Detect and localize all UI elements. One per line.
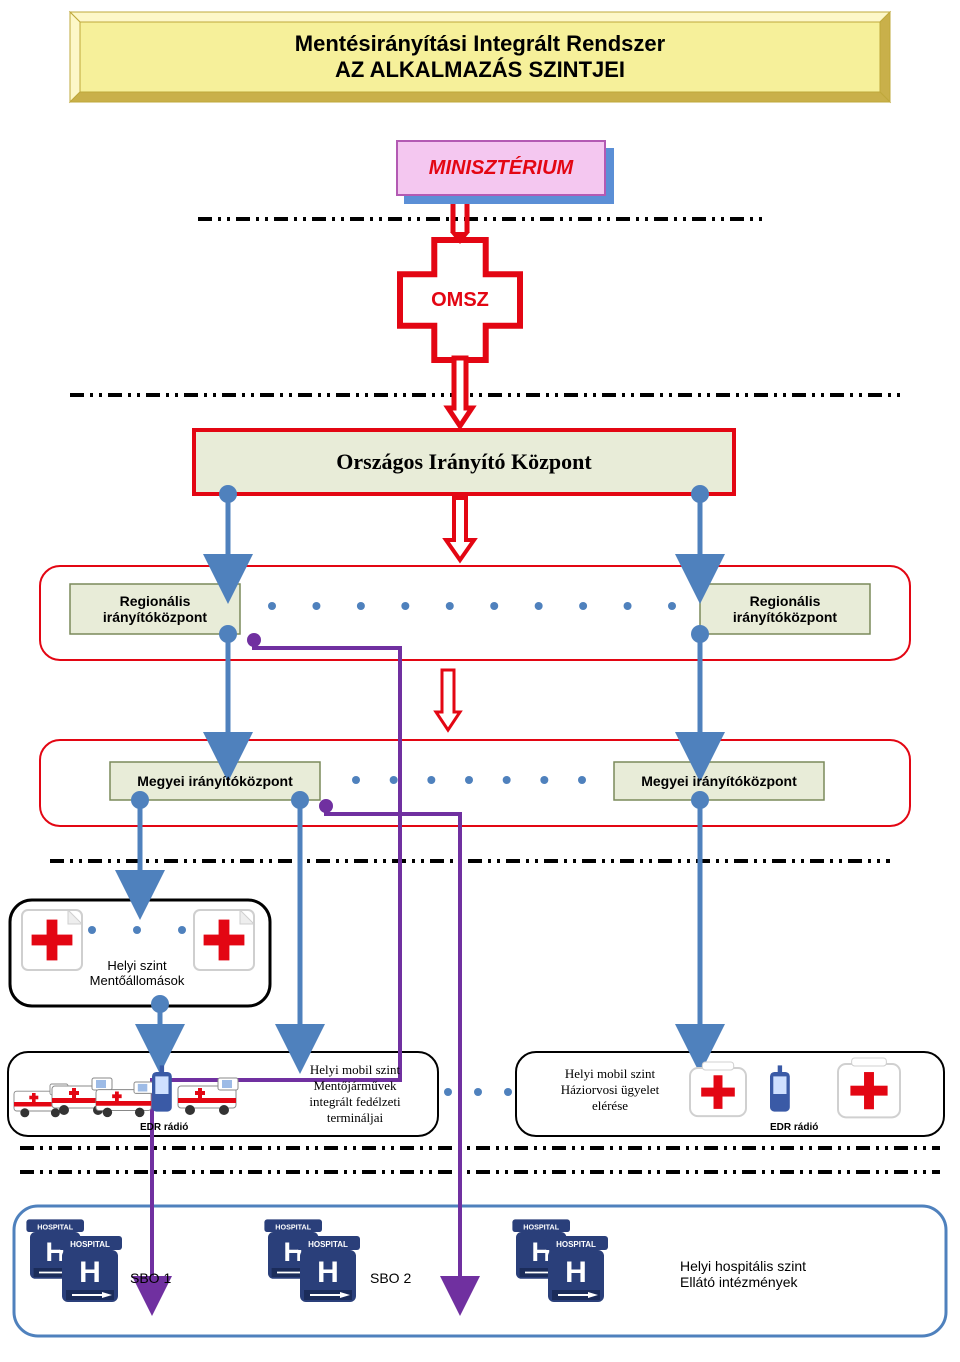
mobile-right-label: Helyi mobil szint Háziorvosi ügyelet elé… (530, 1066, 690, 1114)
hospital-level-label: Helyi hospitális szint Ellátó intézménye… (680, 1258, 806, 1290)
regional-right-box: Regionális irányítóközpont (700, 584, 870, 634)
ml-l2: Mentőjárművek (280, 1078, 430, 1094)
hosp-l1: Helyi hospitális szint (680, 1258, 806, 1274)
svg-text:HOSPITAL: HOSPITAL (37, 1222, 73, 1231)
svg-text:H: H (317, 1256, 339, 1289)
regional-left-l1: Regionális (120, 593, 191, 609)
mr-l1: Helyi mobil szint (530, 1066, 690, 1082)
mr-l3: elérése (530, 1098, 690, 1114)
county-left-label: Megyei irányítóközpont (137, 773, 293, 789)
svg-text:H: H (79, 1256, 101, 1289)
edr-left-label: EDR rádió (140, 1122, 188, 1133)
helyi-l2: Mentőállomások (82, 973, 192, 988)
helyi-l1: Helyi szint (82, 958, 192, 973)
county-right-box: Megyei irányítóközpont (614, 762, 824, 800)
helyi-label: Helyi szint Mentőállomások (82, 958, 192, 988)
sbo1-label: SBO 1 (130, 1270, 171, 1286)
regional-right-l1: Regionális (750, 593, 821, 609)
regional-left-box: Regionális irányítóközpont (70, 584, 240, 634)
ministry-box: MINISZTÉRIUM (396, 140, 606, 196)
svg-text:H: H (565, 1256, 587, 1289)
ml-l1: Helyi mobil szint (280, 1062, 430, 1078)
ml-l3: integrált fedélzeti (280, 1094, 430, 1110)
omsz-text: OMSZ (431, 289, 489, 312)
county-right-label: Megyei irányítóközpont (641, 773, 797, 789)
omsz-label: OMSZ (410, 286, 510, 314)
hosp-l2: Ellátó intézmények (680, 1274, 806, 1290)
svg-text:HOSPITAL: HOSPITAL (556, 1240, 596, 1249)
svg-text:HOSPITAL: HOSPITAL (308, 1240, 348, 1249)
svg-text:HOSPITAL: HOSPITAL (70, 1240, 110, 1249)
oik-label: Országos Irányító Központ (336, 449, 591, 475)
svg-text:HOSPITAL: HOSPITAL (523, 1222, 559, 1231)
edr-right-label: EDR rádió (770, 1122, 818, 1133)
title-line1: Mentésirányítási Integrált Rendszer (80, 31, 880, 57)
title-line2: AZ ALKALMAZÁS SZINTJEI (80, 57, 880, 83)
oik-box: Országos Irányító Központ (194, 430, 734, 494)
sbo2-label: SBO 2 (370, 1270, 411, 1286)
mr-l2: Háziorvosi ügyelet (530, 1082, 690, 1098)
title-box: Mentésirányítási Integrált Rendszer AZ A… (80, 22, 880, 92)
regional-left-l2: irányítóközpont (103, 609, 207, 625)
ml-l4: termináljai (280, 1110, 430, 1126)
mobile-left-label: Helyi mobil szint Mentőjárművek integrál… (280, 1062, 430, 1126)
diagram-canvas: HOSPITALHHOSPITALHHOSPITALHHOSPITALHHOSP… (0, 0, 960, 1362)
svg-layer: HOSPITALHHOSPITALHHOSPITALHHOSPITALHHOSP… (0, 0, 960, 1362)
regional-right-l2: irányítóközpont (733, 609, 837, 625)
ministry-label: MINISZTÉRIUM (429, 157, 573, 180)
svg-text:HOSPITAL: HOSPITAL (275, 1222, 311, 1231)
county-left-box: Megyei irányítóközpont (110, 762, 320, 800)
